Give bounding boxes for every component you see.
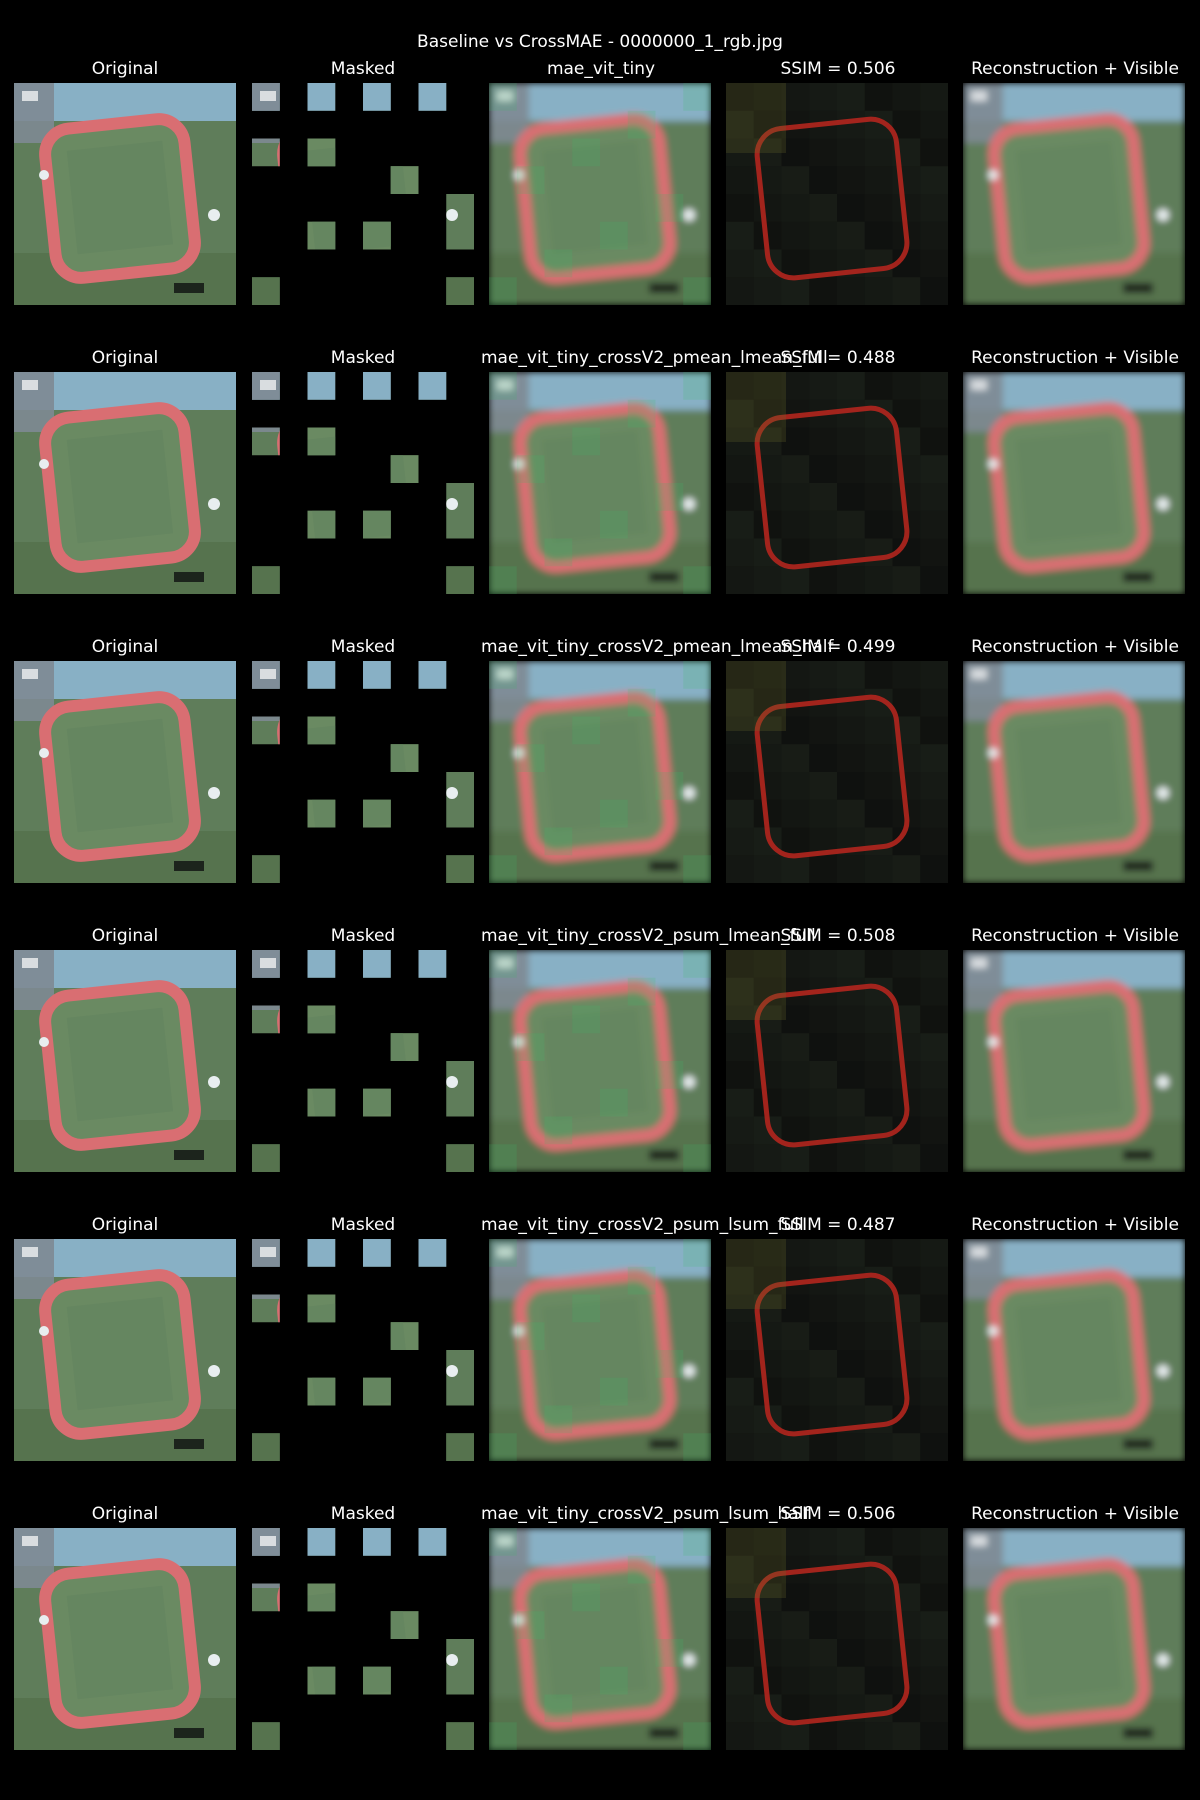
masked-image [252,1239,474,1461]
reconstruction-visible-image [963,1528,1185,1750]
reconstruction-visible-image [963,661,1185,883]
original-label: Original [91,926,159,946]
reconstruction-visible-label: Reconstruction + Visible [971,348,1179,368]
ssim-error-map [726,372,948,594]
ssim-label: SSIM = 0.506 [780,59,896,79]
original-label: Original [91,348,159,368]
model-label: mae_vit_tiny [546,59,656,79]
masked-label: Masked [330,1215,396,1235]
ssim-error-map [726,83,948,305]
original-image [14,372,236,594]
model-label: mae_vit_tiny_crossV2_psum_lsum_half [481,1504,810,1524]
reconstruction-visible-image [963,1239,1185,1461]
ssim-error-map [726,661,948,883]
model-label: mae_vit_tiny_crossV2_pmean_lmean_full [481,348,828,368]
masked-label: Masked [330,348,396,368]
ssim-error-map [726,950,948,1172]
original-image [14,83,236,305]
reconstruction-visible-image [963,83,1185,305]
comparison-row-5: Original Masked mae_vit_tiny_crossV2_psu… [0,1213,1200,1473]
original-label: Original [91,59,159,79]
ssim-label: SSIM = 0.508 [780,926,896,946]
masked-image [252,1528,474,1750]
reconstruction-visible-label: Reconstruction + Visible [971,59,1179,79]
original-label: Original [91,1215,159,1235]
model-label: mae_vit_tiny_crossV2_psum_lsum_full [481,1215,804,1235]
masked-image [252,950,474,1172]
original-image [14,950,236,1172]
ssim-error-map [726,1528,948,1750]
original-image [14,1239,236,1461]
masked-image [252,661,474,883]
ssim-label: SSIM = 0.488 [780,348,896,368]
reconstruction-visible-label: Reconstruction + Visible [971,637,1179,657]
masked-label: Masked [330,926,396,946]
comparison-row-4: Original Masked mae_vit_tiny_crossV2_psu… [0,924,1200,1184]
reconstruction-visible-image [963,950,1185,1172]
reconstruction-visible-label: Reconstruction + Visible [971,926,1179,946]
comparison-row-2: Original Masked mae_vit_tiny_crossV2_pme… [0,346,1200,606]
original-label: Original [91,1504,159,1524]
masked-image [252,83,474,305]
original-image [14,1528,236,1750]
masked-image [252,372,474,594]
comparison-row-1: Original Masked mae_vit_tiny SSIM = 0.50… [0,57,1200,317]
reconstruction-image [489,372,711,594]
reconstruction-image [489,661,711,883]
model-label: mae_vit_tiny_crossV2_pmean_lmean_half [481,637,834,657]
ssim-label: SSIM = 0.499 [780,637,896,657]
original-label: Original [91,637,159,657]
reconstruction-image [489,1528,711,1750]
model-label: mae_vit_tiny_crossV2_psum_lmean_full [481,926,816,946]
masked-label: Masked [330,1504,396,1524]
reconstruction-image [489,1239,711,1461]
comparison-row-6: Original Masked mae_vit_tiny_crossV2_psu… [0,1502,1200,1762]
comparison-row-3: Original Masked mae_vit_tiny_crossV2_pme… [0,635,1200,895]
reconstruction-image [489,950,711,1172]
reconstruction-visible-label: Reconstruction + Visible [971,1504,1179,1524]
figure-title: Baseline vs CrossMAE - 0000000_1_rgb.jpg [417,32,783,52]
ssim-label: SSIM = 0.487 [780,1215,896,1235]
masked-label: Masked [330,637,396,657]
ssim-label: SSIM = 0.506 [780,1504,896,1524]
ssim-error-map [726,1239,948,1461]
reconstruction-visible-image [963,372,1185,594]
masked-label: Masked [330,59,396,79]
reconstruction-image [489,83,711,305]
reconstruction-visible-label: Reconstruction + Visible [971,1215,1179,1235]
original-image [14,661,236,883]
